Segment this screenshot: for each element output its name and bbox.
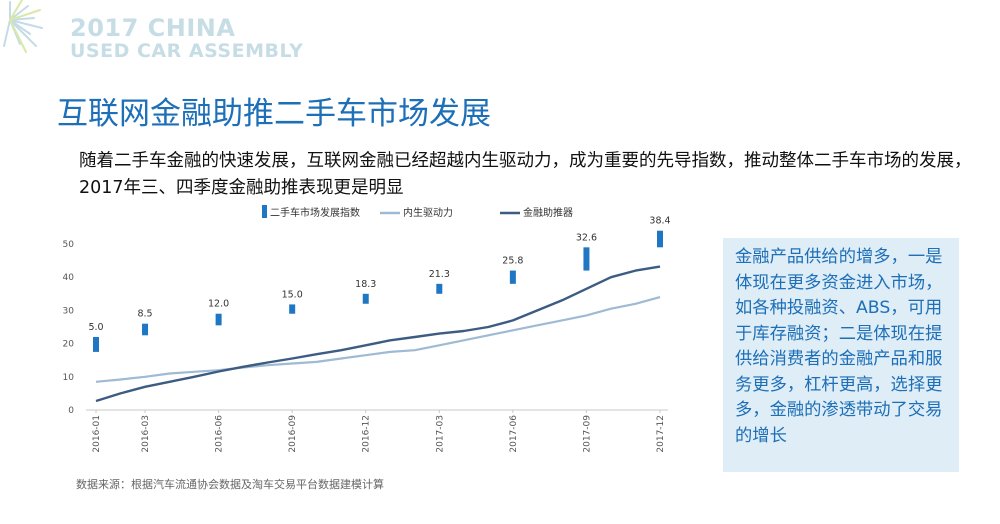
data-label: 18.3 xyxy=(355,279,376,290)
event-logo: 2017 CHINA USED CAR ASSEMBLY xyxy=(0,0,340,72)
series-line-finance-booster xyxy=(95,265,661,403)
legend-label-inner: 内生驱动力 xyxy=(403,206,453,219)
firework-logo-icon xyxy=(3,0,43,53)
index-bar xyxy=(215,313,222,326)
data-label: 12.0 xyxy=(208,299,229,310)
legend-swatch-index xyxy=(262,205,267,218)
index-bar xyxy=(362,293,369,304)
x-tick-label: 2016-01 xyxy=(92,415,102,453)
data-label: 21.3 xyxy=(429,269,450,280)
x-tick-label: 2016-12 xyxy=(362,415,372,453)
legend-label-finance: 金融助推器 xyxy=(523,206,573,219)
data-label: 38.4 xyxy=(649,216,670,227)
data-label: 25.8 xyxy=(502,256,523,267)
index-bar xyxy=(93,336,99,352)
slide-title: 互联网金融助推二手车市场发展 xyxy=(57,96,491,132)
note-text: 金融产品供给的增多，一是体现在更多资金进入市场，如各种投融资、ABS，可用于库存… xyxy=(735,247,943,446)
y-tick-label: 50 xyxy=(63,240,75,250)
x-tick-label: 2017-09 xyxy=(582,415,592,453)
legend-label-index: 二手车市场发展指数 xyxy=(270,206,360,219)
data-label: 8.5 xyxy=(137,309,152,320)
series-line-inner-drive xyxy=(95,296,661,383)
index-bar xyxy=(509,270,516,284)
logo-line-1: 2017 CHINA xyxy=(70,14,236,42)
y-tick-label: 10 xyxy=(63,373,75,383)
x-tick-label: 2016-06 xyxy=(215,415,225,453)
note-box: 金融产品供给的增多，一是体现在更多资金进入市场，如各种投融资、ABS，可用于库存… xyxy=(723,238,959,472)
x-tick-label: 2016-03 xyxy=(141,415,151,453)
index-bar xyxy=(142,323,149,336)
index-bar xyxy=(583,247,590,271)
y-tick-label: 0 xyxy=(68,406,74,416)
logo-line-2: USED CAR ASSEMBLY xyxy=(70,40,304,62)
index-bar xyxy=(289,304,296,314)
y-tick-label: 30 xyxy=(63,306,75,316)
index-bar xyxy=(436,283,443,294)
data-label: 5.0 xyxy=(88,322,103,333)
x-tick-label: 2017-03 xyxy=(435,415,445,453)
x-tick-label: 2017-06 xyxy=(509,415,519,453)
data-source: 数据来源：根据汽车流通协会数据及淘车交易平台数据建模计算 xyxy=(76,478,384,491)
y-tick-label: 20 xyxy=(63,340,75,350)
x-tick-label: 2016-09 xyxy=(288,415,298,453)
data-label: 15.0 xyxy=(282,289,303,300)
index-bar xyxy=(657,230,663,248)
x-tick-label: 2017-12 xyxy=(656,415,666,453)
intro-paragraph: 随着二手车金融的快速发展，互联网金融已经超越内生驱动力，成为重要的先导指数，推动… xyxy=(79,151,972,198)
data-label: 32.6 xyxy=(576,232,597,243)
y-tick-label: 40 xyxy=(63,273,75,283)
